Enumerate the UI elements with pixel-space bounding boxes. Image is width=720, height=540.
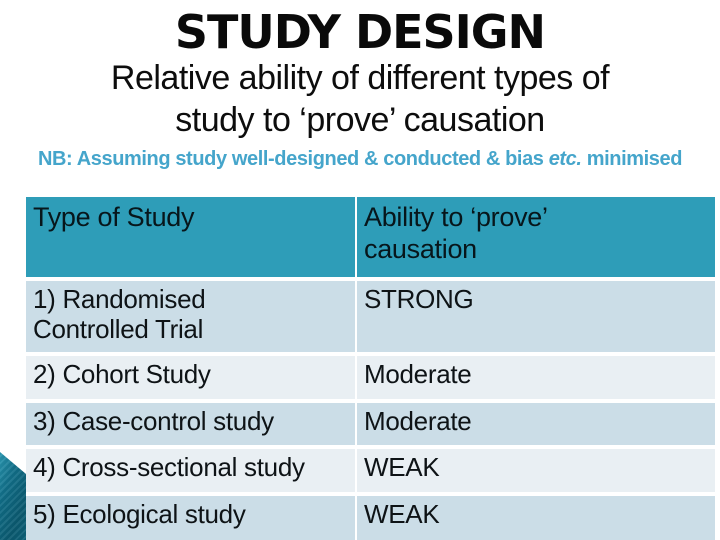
table-row: 4) Cross-sectional study WEAK: [26, 449, 715, 492]
cell-study-randomised-controlled-trial: 1) Randomised Controlled Trial: [26, 281, 355, 352]
table-row: 5) Ecological study WEAK: [26, 496, 715, 540]
cell-ability-moderate-2: Moderate: [357, 403, 715, 445]
cell-ability-weak-2: WEAK: [357, 496, 715, 540]
cell-study-case-control: 3) Case-control study: [26, 403, 355, 445]
slide-subtitle-line-2: study to ‘prove’ causation: [175, 100, 545, 139]
cell-study-cohort: 2) Cohort Study: [26, 356, 355, 399]
table-header-row: Type of Study Ability to ‘prove’ causati…: [26, 197, 715, 277]
study-design-table: Type of Study Ability to ‘prove’ causati…: [26, 197, 715, 540]
note-etc: etc.: [548, 148, 582, 171]
note-suffix: minimised: [581, 148, 683, 171]
cell-study-ecological: 5) Ecological study: [26, 496, 355, 540]
header-cell-type-of-study: Type of Study: [26, 197, 355, 277]
corner-accent-shape: [0, 452, 26, 540]
note-line: NB: Assuming study well-designed & condu…: [0, 148, 720, 171]
cell-ability-strong: STRONG: [357, 281, 715, 352]
cell-ability-moderate-1: Moderate: [357, 356, 715, 399]
note-prefix: NB: Assuming study well-designed & condu…: [37, 148, 549, 171]
cell-ability-weak-1: WEAK: [357, 449, 715, 492]
table-row: 1) Randomised Controlled Trial STRONG: [26, 281, 715, 352]
table-row: 2) Cohort Study Moderate: [26, 356, 715, 399]
cell-study-cross-sectional: 4) Cross-sectional study: [26, 449, 355, 492]
slide-subtitle-line-1: Relative ability of different types of: [110, 59, 610, 98]
table-row: 3) Case-control study Moderate: [26, 403, 715, 445]
slide-subtitle: Relative ability of different types of s…: [0, 58, 720, 141]
slide-title: STUDY DESIGN: [174, 5, 546, 59]
header-cell-ability: Ability to ‘prove’ causation: [357, 197, 715, 277]
